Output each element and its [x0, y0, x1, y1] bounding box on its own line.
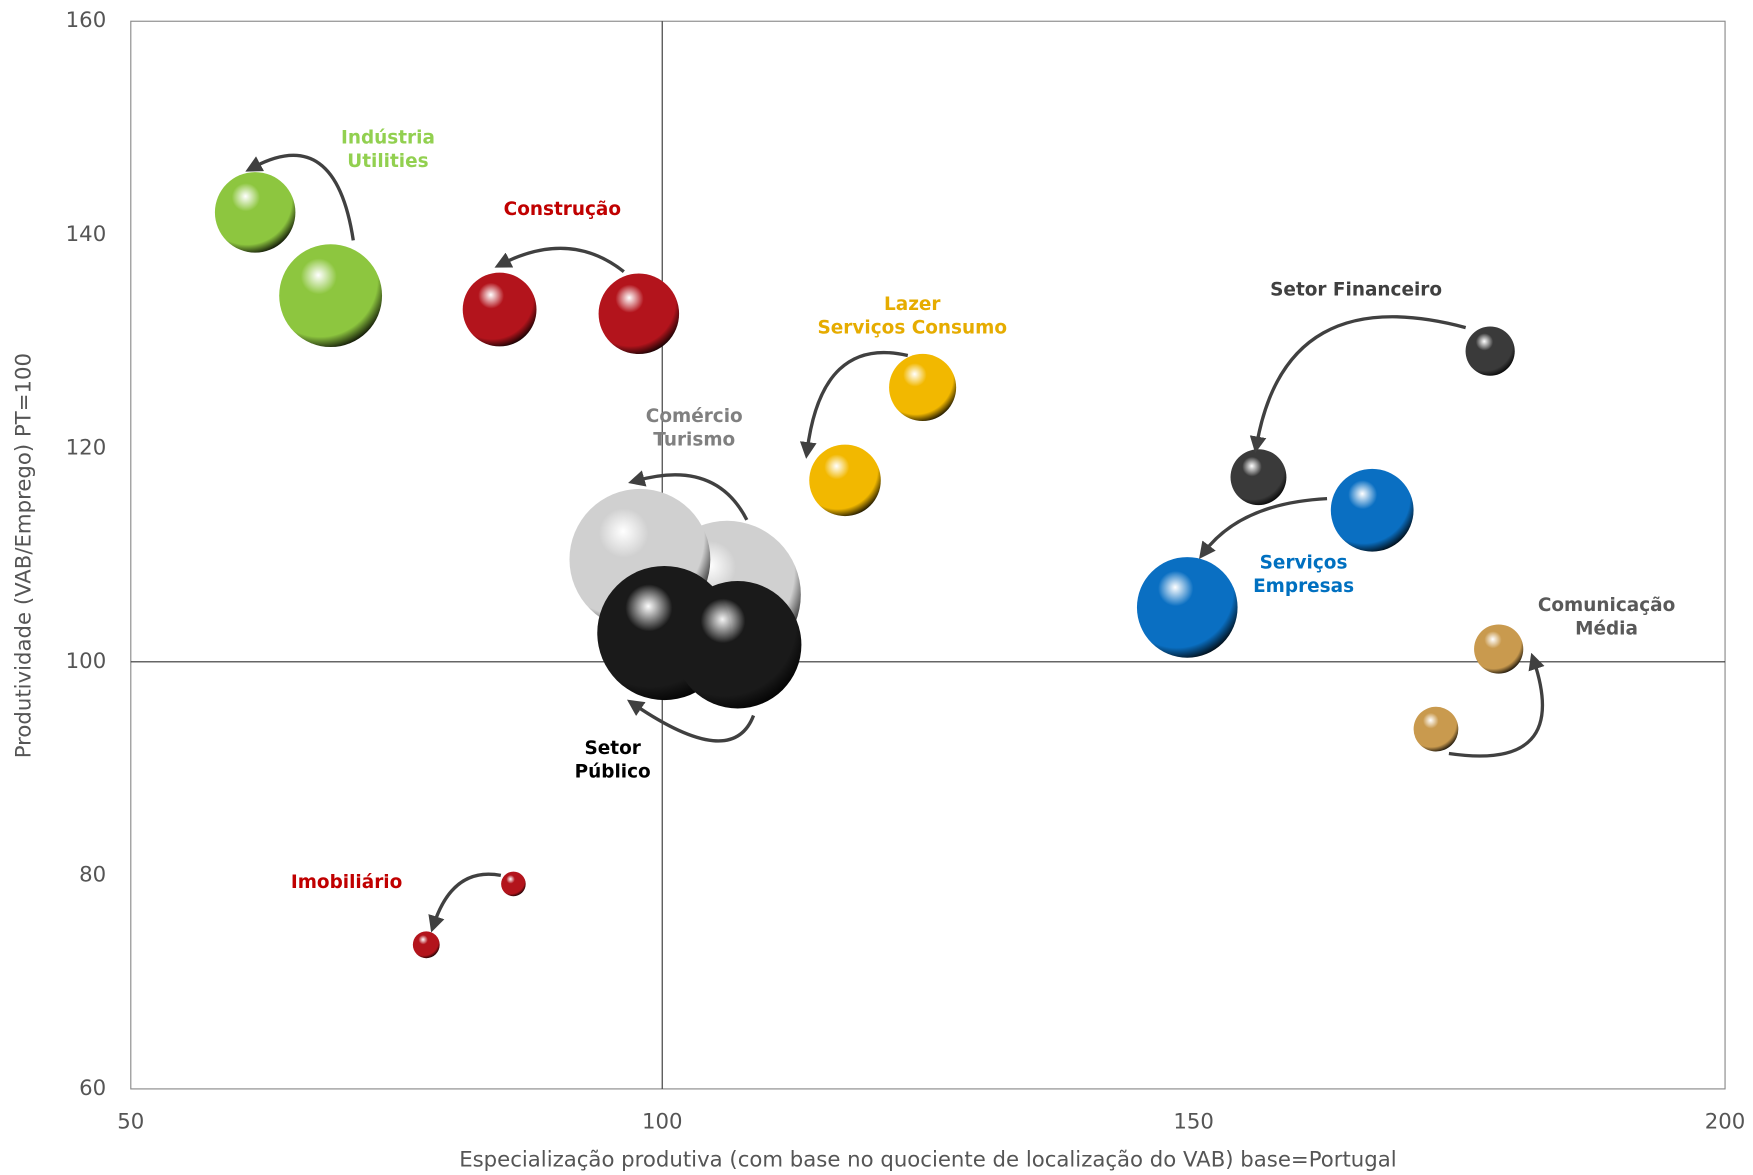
arrow — [245, 153, 355, 241]
bubble-label: Empresas — [1253, 576, 1354, 597]
bubble — [412, 931, 440, 959]
y-tick-label: 160 — [66, 8, 107, 33]
bubble — [501, 871, 526, 897]
arrow — [494, 246, 625, 273]
bubble-label: Serviços — [1260, 552, 1348, 573]
bubble — [279, 244, 383, 348]
bubble-label: Lazer — [884, 294, 941, 315]
bubble-label: Imobiliário — [291, 872, 402, 893]
bubble-label: Indústria — [341, 128, 435, 149]
y-tick-label: 120 — [66, 435, 107, 460]
plot-area — [130, 20, 1726, 1090]
x-tick-label: 150 — [1173, 1109, 1214, 1134]
bubble-label: Setor — [584, 738, 641, 759]
x-axis-title: Especialização produtiva (com base no qu… — [459, 1147, 1396, 1172]
x-tick-label: 200 — [1705, 1109, 1746, 1134]
bubble — [1330, 468, 1414, 552]
bubble — [1474, 624, 1524, 674]
bubble — [809, 444, 881, 517]
bubble — [214, 172, 296, 253]
arrow — [1448, 652, 1545, 758]
bubble-label: Serviços Consumo — [818, 318, 1008, 339]
y-tick-label: 80 — [79, 862, 106, 887]
bubble-label: Público — [575, 762, 651, 783]
arrow — [1249, 315, 1467, 454]
y-tick-label: 100 — [66, 649, 107, 674]
arrow — [1199, 496, 1328, 559]
bubble — [598, 273, 680, 355]
bubble-label: Setor Financeiro — [1270, 280, 1442, 301]
y-axis-title: Produtividade (VAB/Emprego) PT=100 — [12, 353, 37, 758]
bubble — [1465, 326, 1515, 376]
bubble-label: Média — [1575, 618, 1638, 639]
bubble-label: Turismo — [653, 429, 735, 450]
bubble — [889, 353, 957, 421]
x-tick-label: 100 — [642, 1109, 683, 1134]
arrow — [428, 872, 502, 933]
y-tick-label: 60 — [79, 1076, 106, 1101]
bubble — [673, 581, 802, 709]
bubble — [1413, 706, 1459, 752]
y-tick-label: 140 — [66, 222, 107, 247]
x-tick-label: 50 — [117, 1109, 144, 1134]
bubble-label: Comércio — [646, 406, 743, 427]
arrow — [626, 699, 756, 743]
bubble-label: Construção — [504, 199, 621, 220]
arrow — [628, 470, 749, 521]
bubble-label: Comunicação — [1538, 595, 1675, 616]
bubble — [462, 272, 537, 347]
bubble — [1136, 557, 1238, 658]
bubble — [1230, 449, 1287, 506]
arrow — [799, 350, 909, 459]
bubble-label: Utilities — [347, 151, 428, 172]
